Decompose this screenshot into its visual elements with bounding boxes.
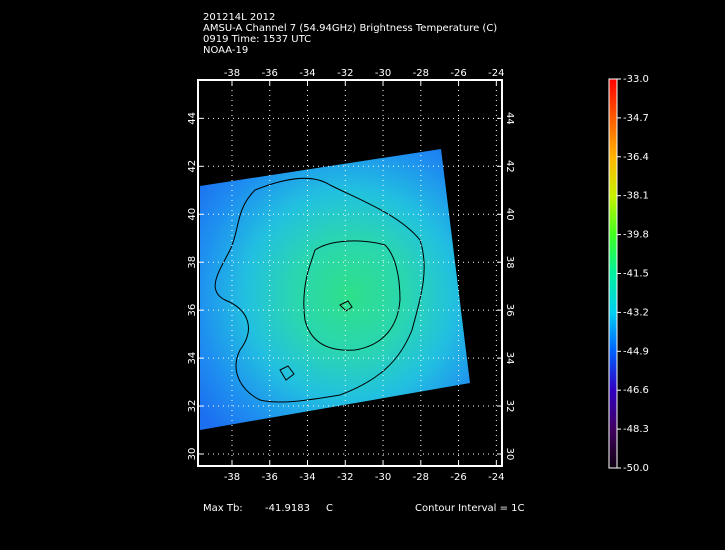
colorbar-tick-label: -38.1: [623, 191, 649, 202]
axes: -38 -38 -36 -36 -34 -34 -32 -32 -30 -30 -28 -28 -26 -…: [187, 68, 515, 483]
colorbar-ticks: -33.0 -34.7 -36.4 -38.1 -39.8 -41.5 -43.2 -44.9…: [617, 74, 649, 474]
x-tick-label: -28: [413, 68, 429, 79]
title-line: 201214L 2012: [203, 12, 275, 23]
x-tick-label: -32: [337, 68, 353, 79]
y-tick-label: 30: [504, 448, 515, 461]
x-tick-label: -26: [450, 472, 466, 483]
swath: [200, 149, 470, 430]
x-tick-label: -32: [337, 472, 353, 483]
colorbar: [608, 78, 618, 469]
y-tick-label: 32: [504, 400, 515, 413]
colorbar-tick-label: -39.8: [623, 230, 649, 241]
x-tick-label: -26: [450, 68, 466, 79]
x-tick-label: -24: [488, 472, 504, 483]
title-line: NOAA-19: [203, 45, 248, 56]
y-tick-label: 42: [187, 160, 198, 173]
title-line: AMSU-A Channel 7 (54.94GHz) Brightness T…: [203, 23, 497, 34]
colorbar-tick-label: -33.0: [623, 74, 649, 85]
colorbar-tick-label: -50.0: [623, 463, 649, 474]
x-tick-label: -30: [375, 472, 391, 483]
x-tick-label: -34: [299, 68, 315, 79]
x-tick-label: -24: [488, 68, 504, 79]
y-tick-label: 38: [187, 256, 198, 269]
y-tick-label: 38: [504, 256, 515, 269]
x-tick-label: -34: [299, 472, 315, 483]
x-tick-label: -38: [224, 472, 240, 483]
colorbar-tick-label: -41.5: [623, 269, 649, 280]
x-tick-label: -30: [375, 68, 391, 79]
y-tick-label: 32: [187, 400, 198, 413]
y-tick-label: 44: [187, 112, 198, 125]
y-tick-label: 36: [504, 304, 515, 317]
colorbar-tick-label: -44.9: [623, 346, 649, 357]
title-line: 0919 Time: 1537 UTC: [203, 34, 311, 45]
max-tb-label: Max Tb:: [203, 503, 243, 514]
colorbar-tick-label: -34.7: [623, 113, 649, 124]
max-tb-value: -41.9183: [265, 503, 310, 514]
contour-note: Contour Interval = 1C: [415, 503, 525, 514]
y-tick-label: 40: [187, 208, 198, 221]
y-tick-label: 34: [504, 352, 515, 365]
y-tick-label: 42: [504, 160, 515, 173]
y-tick-label: 40: [504, 208, 515, 221]
max-tb-unit: C: [326, 503, 333, 514]
contours: [214, 177, 425, 403]
colorbar-tick-label: -48.3: [623, 424, 649, 435]
x-tick-label: -38: [224, 68, 240, 79]
colorbar-tick-label: -43.2: [623, 307, 649, 318]
x-tick-label: -28: [413, 472, 429, 483]
colorbar-tick-label: -46.6: [623, 385, 649, 396]
colorbar-tick-label: -36.4: [623, 152, 649, 163]
y-tick-label: 30: [187, 448, 198, 461]
y-tick-label: 44: [504, 112, 515, 125]
x-tick-label: -36: [262, 472, 278, 483]
x-tick-label: -36: [262, 68, 278, 79]
y-tick-label: 34: [187, 352, 198, 365]
y-tick-label: 36: [187, 304, 198, 317]
